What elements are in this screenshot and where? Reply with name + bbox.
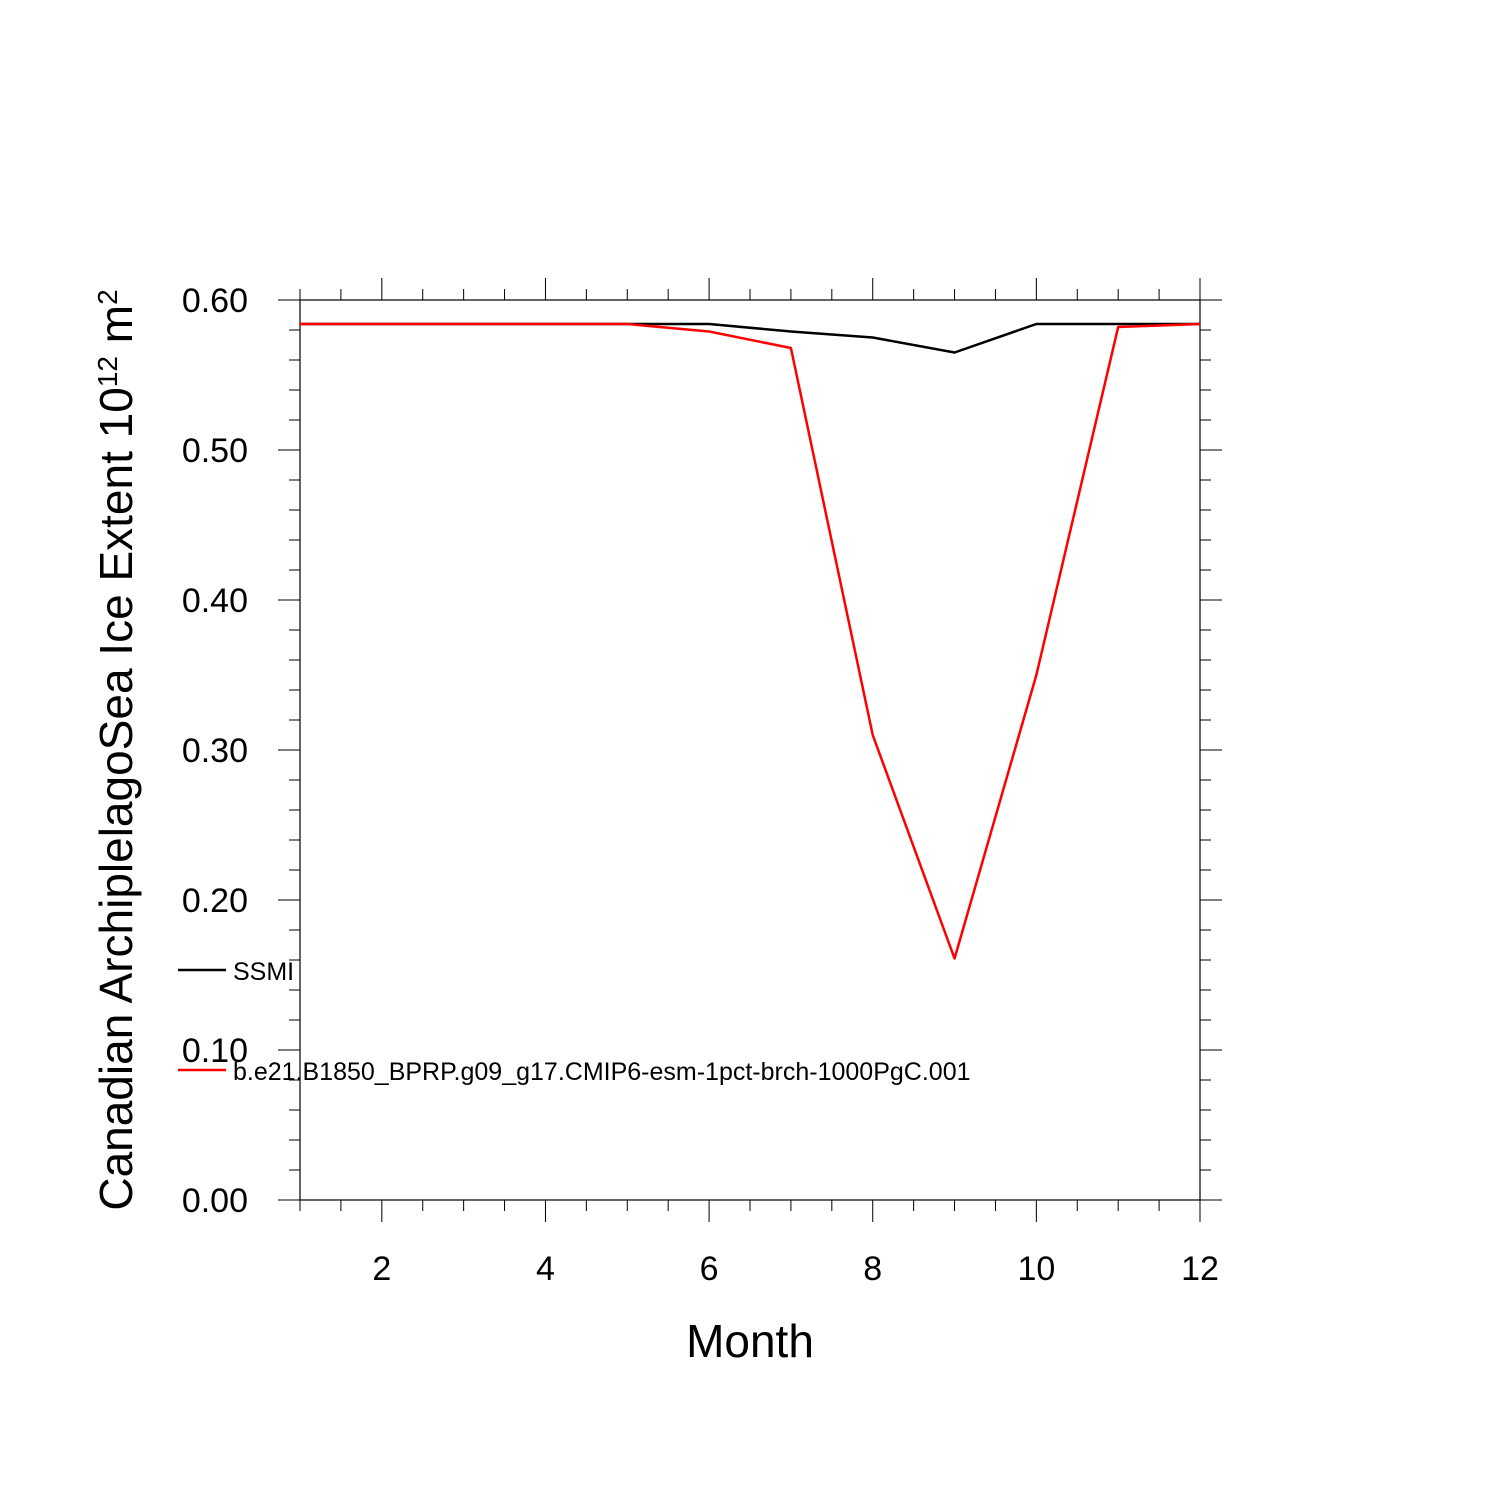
series-line-0 — [300, 322, 1200, 354]
y-axis-title-exp2: 2 — [92, 289, 123, 305]
plot-frame — [299, 299, 1201, 1201]
y-tick-label: 0.50 — [182, 432, 248, 470]
y-tick-label: 0.20 — [182, 882, 248, 920]
y-axis-title-unit: m — [90, 305, 142, 356]
legend-label-ssmi: SSMI — [233, 958, 294, 986]
x-tick-label: 6 — [700, 1250, 719, 1288]
legend-label-model: b.e21.B1850_BPRP.g09_g17.CMIP6-esm-1pct-… — [233, 1058, 971, 1086]
y-tick-label: 0.00 — [182, 1182, 248, 1220]
axis-ticks — [278, 278, 1222, 1222]
y-axis-title-exp1: 12 — [92, 356, 123, 387]
y-tick-label: 0.40 — [182, 582, 248, 620]
x-tick-label: 4 — [536, 1250, 555, 1288]
x-axis-title: Month — [686, 1315, 814, 1367]
x-tick-label: 2 — [372, 1250, 391, 1288]
y-tick-label: 0.30 — [182, 732, 248, 770]
x-tick-label: 10 — [1017, 1250, 1055, 1288]
y-tick-label: 0.60 — [182, 282, 248, 320]
tick-labels: 2 4 6 8 10 12 0.00 0.10 0.20 0.30 0.40 0.50 0.60 — [182, 282, 1219, 1288]
series-line-1 — [300, 322, 1201, 960]
y-axis-title-main: Canadian ArchiplelagoSea Ice Extent 10 — [90, 387, 142, 1210]
x-tick-label: 12 — [1181, 1250, 1219, 1288]
series-layer — [300, 322, 1201, 960]
x-tick-label: 8 — [863, 1250, 882, 1288]
legend: SSMI b.e21.B1850_BPRP.g09_g17.CMIP6-esm-… — [178, 958, 971, 1086]
y-tick-label: 0.10 — [182, 1032, 248, 1070]
y-axis-title: Canadian ArchiplelagoSea Ice Extent 1012… — [90, 289, 142, 1210]
